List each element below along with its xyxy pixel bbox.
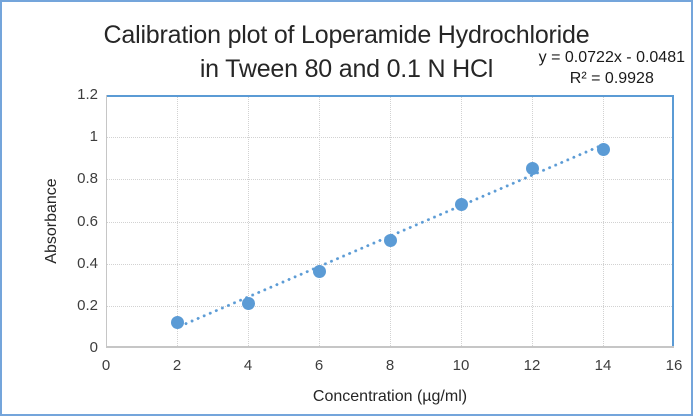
chart-title-line1: Calibration plot of Loperamide Hydrochlo… xyxy=(103,21,590,49)
data-point-x12 xyxy=(525,162,539,176)
y-tick-label-0-8: 0.8 xyxy=(77,170,98,188)
chart-title-line2: in Tween 80 and 0.1 N HCl xyxy=(199,55,494,83)
x-tick-label-8: 8 xyxy=(385,357,395,374)
data-point-x8 xyxy=(383,234,397,247)
trendline-label: y = 0.0722x - 0.0481 R² = 0.9928 xyxy=(539,47,685,89)
data-point-x4 xyxy=(241,297,255,311)
gridline-x-2 xyxy=(177,95,178,348)
data-point-x10 xyxy=(454,198,468,212)
x-tick-label-16: 16 xyxy=(665,357,683,374)
gridline-x-14 xyxy=(603,95,604,348)
data-point-x2 xyxy=(170,316,184,330)
x-tick-label-14: 14 xyxy=(594,357,612,374)
r-squared-value: R² = 0.9928 xyxy=(569,70,654,87)
y-tick-label-1: 1 xyxy=(89,128,98,146)
data-point-x6 xyxy=(312,264,326,278)
y-axis-line xyxy=(106,95,107,348)
x-tick-label-10: 10 xyxy=(452,357,470,374)
x-tick-label-4: 4 xyxy=(243,357,253,374)
chart-title: Calibration plot of Loperamide Hydrochlo… xyxy=(2,18,691,86)
gridline-x-4 xyxy=(248,95,249,348)
plot-border-top xyxy=(106,95,674,97)
gridline-x-12 xyxy=(532,95,533,348)
gridline-x-6 xyxy=(319,95,320,348)
plot-border-right xyxy=(672,95,674,348)
gridline-x-8 xyxy=(390,95,391,348)
gridline-x-10 xyxy=(461,95,462,348)
y-tick-label-1-2: 1.2 xyxy=(77,86,98,103)
trendline-equation: y = 0.0722x - 0.0481 xyxy=(538,49,685,66)
x-tick-label-12: 12 xyxy=(523,357,541,374)
plot-area xyxy=(106,95,674,348)
data-point-x14 xyxy=(596,143,610,157)
x-tick-label-0: 0 xyxy=(101,357,111,374)
y-tick-label-0-4: 0.4 xyxy=(77,254,98,272)
x-tick-label-6: 6 xyxy=(314,357,324,374)
y-tick-label-0-2: 0.2 xyxy=(77,296,98,314)
x-axis-title: Concentration (µg/ml) xyxy=(312,388,468,405)
x-axis-line xyxy=(106,346,674,348)
x-tick-label-2: 2 xyxy=(172,357,182,374)
y-tick-label-0: 0 xyxy=(89,339,98,356)
y-tick-label-0-6: 0.6 xyxy=(77,212,98,230)
